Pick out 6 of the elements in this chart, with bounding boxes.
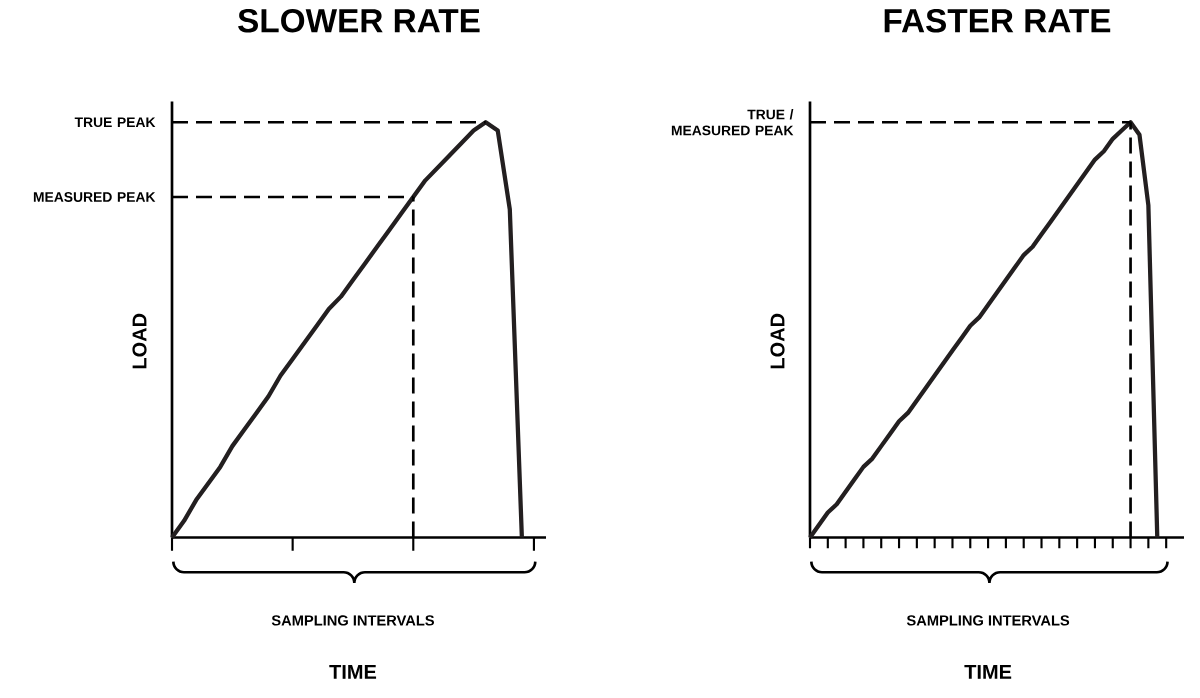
x-axis-title: TIME xyxy=(964,665,1012,680)
chart-title: SLOWER RATE xyxy=(238,9,480,33)
y-axis-title: LOAD xyxy=(770,314,785,369)
chart-title: FASTER RATE xyxy=(884,9,1111,33)
x-axis-title: TIME xyxy=(329,665,377,680)
y-axis-title: LOAD xyxy=(132,314,147,369)
